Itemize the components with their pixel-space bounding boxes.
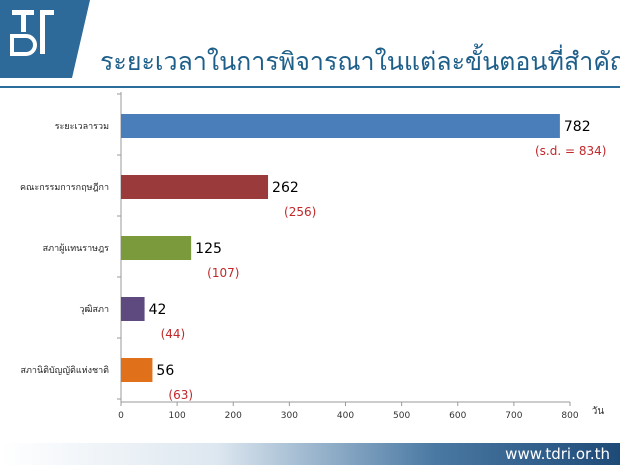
footer-url: www.tdri.or.th: [505, 445, 610, 463]
bar-chart: 0 100 200 300 400 500 600 700 800 วัน ระยะเวลารวม 7…: [20, 92, 606, 421]
sd-label: (63): [168, 388, 193, 402]
x-tick-label: 700: [505, 411, 522, 421]
title-divider: [0, 86, 620, 88]
bar: [121, 297, 145, 321]
bar: [121, 236, 192, 260]
category-label: วุฒิสภา: [79, 304, 109, 315]
data-label: 42: [149, 302, 167, 318]
footer-bar: www.tdri.or.th: [0, 443, 620, 465]
x-tick-label: 300: [281, 411, 298, 421]
x-axis-label: วัน: [592, 406, 605, 417]
tdri-logo: [0, 0, 90, 78]
sd-label: (s.d. = 834): [535, 144, 606, 158]
data-label: 262: [272, 180, 299, 196]
x-tick-label: 100: [169, 411, 186, 421]
page-title: ระยะเวลาในการพิจารณาในแต่ละขั้นตอนที่สำค…: [100, 47, 620, 76]
x-tick-label: 400: [337, 411, 354, 421]
data-label: 125: [195, 241, 222, 257]
x-tick-label: 800: [561, 411, 578, 421]
category-label: สภาผู้แทนราษฎร: [43, 243, 110, 254]
bar: [121, 358, 153, 382]
x-tick-label: 500: [393, 411, 410, 421]
x-tick-label: 600: [449, 411, 466, 421]
category-label: ระยะเวลารวม: [55, 122, 109, 132]
data-label: 782: [564, 119, 591, 135]
sd-label: (44): [161, 327, 186, 341]
bar: [121, 175, 269, 199]
x-tick-label: 200: [225, 411, 242, 421]
category-label: คณะกรรมการกฤษฎีกา: [20, 182, 109, 193]
sd-label: (256): [284, 205, 316, 219]
category-label: สภานิติบัญญัติแห่งชาติ: [20, 365, 109, 376]
data-label: 56: [156, 363, 174, 379]
x-tick-label: 0: [118, 411, 124, 421]
bar: [121, 114, 560, 138]
sd-label: (107): [207, 266, 239, 280]
